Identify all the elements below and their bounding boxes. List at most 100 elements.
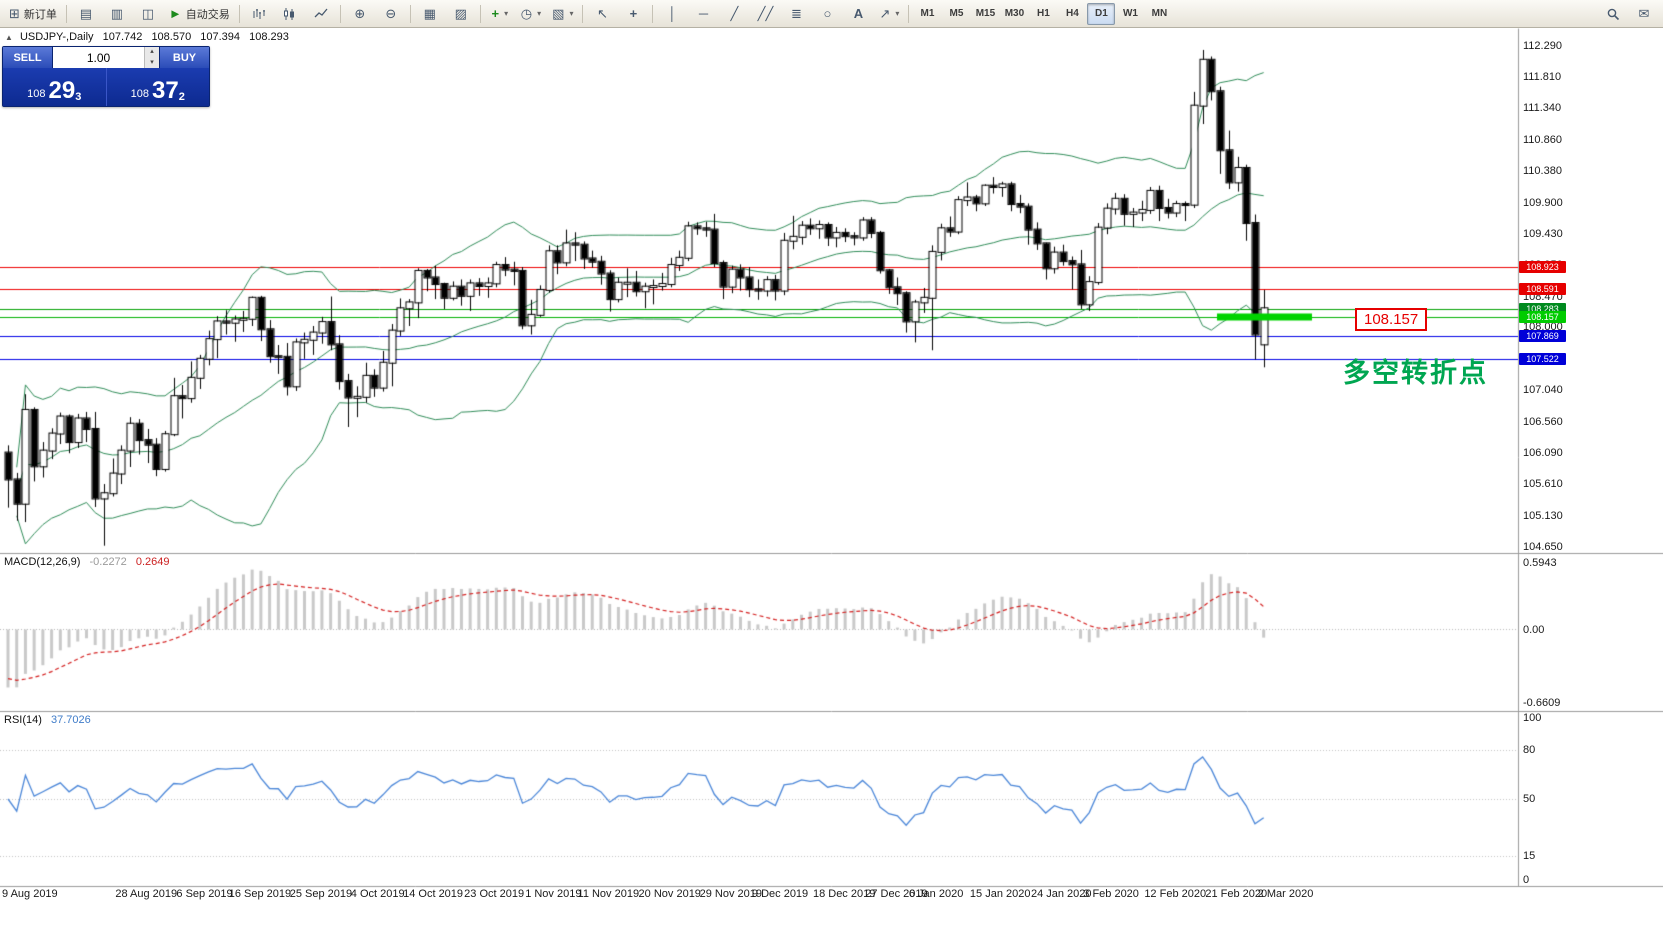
bid-main: 29: [48, 77, 76, 104]
mail-icon: ✉: [1638, 6, 1650, 21]
shapes-icon: ○: [823, 6, 832, 21]
cascade-windows-icon: ▨: [454, 6, 467, 21]
ohlc-open: 107.742: [102, 31, 143, 43]
ask-sup: 2: [178, 91, 185, 103]
timeframe-m1[interactable]: M1: [920, 8, 935, 19]
timeframe-m15[interactable]: M15: [975, 8, 996, 19]
charts-button[interactable]: ▤: [71, 2, 101, 26]
timeframe-h4[interactable]: H4: [1066, 8, 1079, 19]
cursor-icon: ↖: [597, 6, 608, 21]
vertical-line-tool[interactable]: │: [657, 2, 687, 26]
cycles-icon: ◷: [520, 6, 533, 21]
volume-input[interactable]: [53, 47, 144, 68]
line-chart-icon: [314, 8, 328, 17]
toolbar-separator: [479, 4, 481, 23]
trendline-tool[interactable]: ╱: [719, 2, 749, 26]
cascade-windows-button[interactable]: ▨: [446, 2, 476, 26]
macd-name: MACD(12,26,9): [4, 556, 81, 568]
volume-up-icon[interactable]: ▴: [145, 47, 159, 58]
toolbar-separator: [582, 4, 584, 23]
timeframe-group: M1 M5 M15 M30 H1 H4 D1 W1 MN: [913, 2, 1173, 25]
autotrading-play-icon: ►: [168, 6, 182, 21]
bid-sup: 3: [75, 91, 82, 103]
toolbar-separator: [339, 4, 341, 23]
line-chart-button[interactable]: [306, 2, 336, 26]
chart-title: ▲ USDJPY-,Daily 107.742 108.570 107.394 …: [5, 31, 289, 43]
ohlc-high: 108.570: [151, 31, 192, 43]
channel-icon: ╱╱: [757, 6, 774, 21]
shapes-tool[interactable]: ○: [812, 2, 842, 26]
timeframe-m5[interactable]: M5: [949, 8, 964, 19]
crosshair-tool[interactable]: +: [618, 2, 648, 26]
sell-price-button[interactable]: 108 29 3: [3, 68, 107, 106]
timeframe-h1[interactable]: H1: [1037, 8, 1050, 19]
toolbar-separator: [652, 4, 654, 23]
templates-button[interactable]: ▧ ▾: [547, 2, 578, 26]
autotrading-label: 自动交易: [185, 8, 230, 21]
tile-windows-icon: ▦: [423, 6, 436, 21]
toolbar-separator: [908, 4, 910, 23]
timeframe-mn[interactable]: MN: [1151, 8, 1168, 19]
cursor-tool[interactable]: ↖: [587, 2, 617, 26]
annotation-text: 多空转折点: [1343, 358, 1488, 388]
cycles-button[interactable]: ◷ ▾: [516, 2, 546, 26]
tile-windows-button[interactable]: ▦: [415, 2, 445, 26]
chevron-down-icon: ▾: [569, 9, 574, 18]
text-tool[interactable]: A: [843, 2, 873, 26]
ohlc-close: 108.293: [249, 31, 289, 43]
channel-tool[interactable]: ╱╱: [750, 2, 780, 26]
new-order-button[interactable]: ⊞ 新订单: [4, 2, 62, 26]
bar-chart-icon: [253, 8, 265, 19]
symbol-period-label: USDJPY-,Daily: [19, 31, 94, 43]
rsi-header: RSI(14) 37.7026: [4, 714, 91, 726]
search-button[interactable]: [1598, 2, 1628, 26]
vertical-line-icon: │: [668, 6, 677, 21]
toolbar-separator: [409, 4, 411, 23]
chevron-down-icon: ▾: [537, 9, 542, 18]
new-order-label: 新订单: [23, 8, 57, 21]
fibonacci-icon: ≣: [791, 6, 802, 21]
market-watch-icon: ▥: [110, 6, 124, 21]
trendline-icon: ╱: [730, 6, 739, 21]
macd-main-value: -0.2272: [89, 556, 127, 568]
toolbar-separator: [238, 4, 240, 23]
ask-main: 37: [152, 77, 179, 104]
timeframe-d1[interactable]: D1: [1087, 2, 1116, 25]
timeframe-m30[interactable]: M30: [1004, 8, 1025, 19]
sell-button[interactable]: SELL: [3, 47, 53, 68]
arrows-tool[interactable]: ↗ ▾: [874, 2, 904, 26]
horizontal-line-icon: ─: [698, 6, 709, 21]
market-watch-button[interactable]: ▥: [102, 2, 132, 26]
messages-button[interactable]: ✉: [1629, 2, 1659, 26]
search-icon: [1607, 8, 1620, 20]
volume-down-icon[interactable]: ▾: [145, 57, 159, 68]
macd-signal-value: 0.2649: [135, 556, 170, 568]
zoom-in-icon: ⊕: [354, 6, 366, 21]
new-order-icon: ⊞: [9, 6, 20, 21]
zoom-out-button[interactable]: ⊖: [376, 2, 406, 26]
chevron-down-icon: ▾: [895, 9, 900, 18]
zoom-in-button[interactable]: ⊕: [345, 2, 375, 26]
rsi-name: RSI(14): [4, 714, 42, 726]
bar-chart-button[interactable]: [244, 2, 274, 26]
level-callout: 108.157: [1355, 308, 1428, 331]
timeframe-w1[interactable]: W1: [1122, 8, 1138, 19]
bid-prefix: 108: [27, 88, 46, 100]
horizontal-line-tool[interactable]: ─: [688, 2, 718, 26]
navigator-button[interactable]: ◫: [133, 2, 163, 26]
indicators-plus-icon: +: [491, 6, 500, 21]
buy-price-button[interactable]: 108 37 2: [107, 68, 210, 106]
charts-icon: ▤: [79, 6, 93, 21]
autotrading-button[interactable]: ► 自动交易: [164, 2, 235, 26]
buy-button[interactable]: BUY: [159, 47, 209, 68]
main-toolbar: ⊞ 新订单 ▤ ▥ ◫ ► 自动交易 ⊕ ⊖ ▦ ▨ + ▾ ◷ ▾ ▧ ▾ ↖ + …: [0, 0, 1663, 28]
text-tool-icon: A: [853, 6, 864, 21]
indicators-button[interactable]: + ▾: [485, 2, 515, 26]
fibonacci-tool[interactable]: ≣: [781, 2, 811, 26]
collapse-panel-icon[interactable]: ▲: [5, 33, 13, 42]
navigator-icon: ◫: [141, 6, 155, 21]
candlestick-chart-icon: [283, 7, 294, 20]
candlestick-chart-button[interactable]: [275, 2, 305, 26]
